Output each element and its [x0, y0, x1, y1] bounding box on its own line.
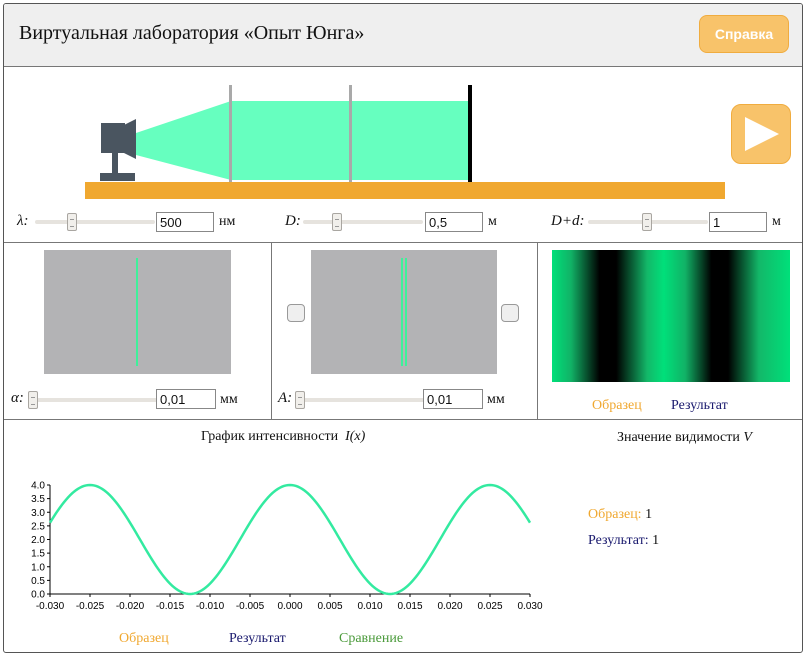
graph-legend-result[interactable]: Результат	[229, 631, 286, 646]
bench-diagram	[85, 85, 725, 199]
right-checkbox[interactable]	[501, 304, 519, 322]
x-tick-label: -0.020	[116, 601, 145, 612]
x-tick-label: 0.020	[437, 601, 462, 612]
panels-row: α: мм A: мм Образец Результат	[4, 242, 802, 420]
x-tick-label: 0.005	[317, 601, 342, 612]
Dd-label: D+d:	[551, 213, 585, 229]
x-tick-label: 0.025	[477, 601, 502, 612]
play-icon	[745, 117, 779, 151]
D-slider-track[interactable]	[303, 220, 423, 224]
single-slit	[136, 258, 138, 366]
y-tick-label: 3.0	[31, 508, 45, 519]
graph-title: График интенсивности I(x)	[201, 429, 365, 445]
lambda-unit: нм	[219, 214, 236, 229]
y-tick-label: 2.0	[31, 535, 45, 546]
visibility-result: Результат: 1	[588, 533, 659, 549]
intensity-curve	[48, 483, 532, 596]
x-tick-label: 0.030	[517, 601, 542, 612]
alpha-slider-thumb[interactable]	[28, 391, 38, 409]
lambda-slider-track[interactable]	[35, 220, 155, 224]
A-label: A:	[278, 390, 293, 406]
x-tick-label: 0.015	[397, 601, 422, 612]
y-tick-label: 0.5	[31, 576, 45, 587]
pattern-legend-sample[interactable]: Образец	[592, 398, 642, 413]
left-checkbox[interactable]	[287, 304, 305, 322]
D-unit: м	[488, 214, 497, 229]
x-tick-label: 0.010	[357, 601, 382, 612]
y-tick-label: 2.5	[31, 521, 45, 532]
light-beam	[136, 101, 471, 180]
y-tick-label: 0.0	[31, 590, 45, 601]
laser-stand	[112, 153, 118, 173]
lambda-label: λ:	[17, 213, 29, 229]
page-title: Виртуальная лаборатория «Опыт Юнга»	[19, 22, 365, 44]
separator-1	[271, 242, 272, 419]
slit-screen-2	[349, 85, 352, 183]
visibility-sample: Образец: 1	[588, 507, 652, 523]
visibility-sample-label: Образец:	[588, 507, 642, 522]
D-label: D:	[285, 213, 301, 229]
double-slit-left	[401, 258, 403, 366]
y-tick-label: 1.5	[31, 549, 45, 560]
A-unit: мм	[487, 392, 505, 407]
lambda-input[interactable]	[156, 212, 214, 232]
optical-bench: λ: нм D: м D+d: м	[4, 67, 802, 243]
graph-legend-compare[interactable]: Сравнение	[339, 631, 404, 646]
double-slit-right	[405, 258, 407, 366]
laser-nozzle	[124, 119, 136, 159]
x-tick-label: -0.030	[36, 601, 65, 612]
graph-title-fn: I(x)	[345, 429, 366, 444]
visibility-result-value: 1	[652, 533, 660, 548]
alpha-input[interactable]	[156, 389, 216, 409]
separator-2	[537, 242, 538, 419]
visibility-title-var: V	[743, 430, 752, 445]
visibility-result-label: Результат:	[588, 533, 649, 548]
interference-pattern	[552, 250, 790, 382]
alpha-unit: мм	[220, 392, 238, 407]
header: Виртуальная лаборатория «Опыт Юнга» Спра…	[4, 4, 802, 67]
visibility-sample-value: 1	[645, 507, 653, 522]
x-tick-label: -0.010	[196, 601, 225, 612]
x-tick-label: 0.000	[277, 601, 302, 612]
single-slit-screen	[44, 250, 231, 374]
graph-legend-sample[interactable]: Образец	[119, 631, 169, 646]
A-input[interactable]	[423, 389, 483, 409]
graph-title-text: График интенсивности	[201, 429, 339, 444]
laser-source-icon	[101, 123, 125, 153]
help-button[interactable]: Справка	[699, 15, 789, 53]
x-tick-label: -0.005	[236, 601, 265, 612]
optical-rail	[85, 182, 725, 199]
Dd-input[interactable]	[709, 212, 767, 232]
D-input[interactable]	[425, 212, 483, 232]
pattern-legend-result[interactable]: Результат	[671, 398, 728, 413]
A-slider-track[interactable]	[295, 398, 425, 402]
x-tick-label: -0.025	[76, 601, 105, 612]
D-slider-thumb[interactable]	[332, 213, 342, 231]
double-slit-screen	[311, 250, 497, 374]
intensity-chart: 0.00.51.01.52.02.53.03.54.0-0.030 -0.025-…	[31, 481, 543, 613]
lambda-slider-thumb[interactable]	[67, 213, 77, 231]
x-tick-label: -0.015	[156, 601, 185, 612]
observation-screen	[468, 85, 472, 183]
slit-screen-1	[229, 85, 232, 183]
alpha-slider-track[interactable]	[28, 398, 158, 402]
Dd-slider-thumb[interactable]	[642, 213, 652, 231]
app-frame: Виртуальная лаборатория «Опыт Юнга» Спра…	[3, 3, 803, 653]
play-button[interactable]	[731, 104, 791, 164]
y-tick-label: 1.0	[31, 562, 45, 573]
Dd-unit: м	[772, 214, 781, 229]
y-tick-label: 3.5	[31, 494, 45, 505]
laser-base	[100, 173, 135, 181]
visibility-title: Значение видимости V	[617, 430, 752, 446]
graph-area: График интенсивности I(x) Значение видим…	[4, 420, 802, 652]
y-tick-label: 4.0	[31, 481, 45, 492]
A-slider-thumb[interactable]	[295, 391, 305, 409]
visibility-title-text: Значение видимости	[617, 430, 740, 445]
alpha-label: α:	[11, 390, 24, 406]
